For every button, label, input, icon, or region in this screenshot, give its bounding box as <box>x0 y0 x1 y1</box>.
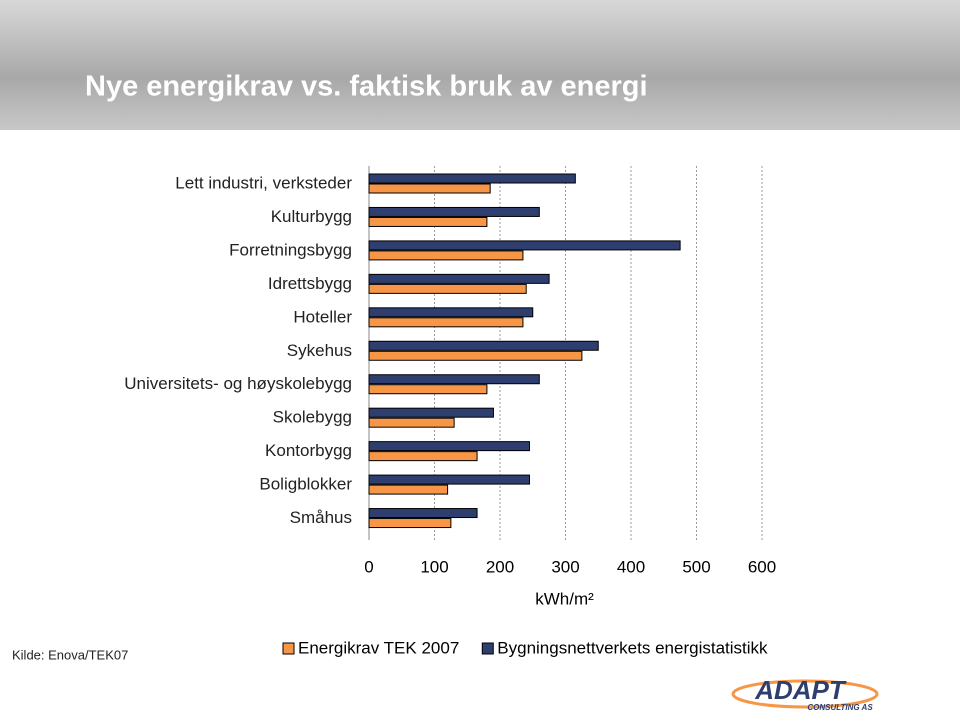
bar <box>368 173 576 184</box>
bar <box>368 374 540 385</box>
bar <box>368 183 491 194</box>
category-label: Hoteller <box>293 307 352 326</box>
category-label: Idrettsbygg <box>268 274 352 293</box>
bar <box>368 250 524 261</box>
bar <box>368 206 540 217</box>
bar <box>368 273 550 284</box>
logo-swoosh <box>731 679 879 709</box>
header-band <box>0 0 960 130</box>
logo-tagline: CONSULTING AS <box>807 703 873 712</box>
x-tick-label: 100 <box>420 557 448 576</box>
legend-label: Bygningsnettverkets energistatistikk <box>497 638 768 657</box>
bar <box>368 350 583 361</box>
x-tick-label: 200 <box>486 557 514 576</box>
chart-title: Nye energikrav vs. faktisk bruk av energ… <box>85 71 648 103</box>
x-tick-label: 500 <box>682 557 710 576</box>
legend-swatch <box>282 642 295 655</box>
bar <box>368 441 530 452</box>
bar <box>368 417 455 428</box>
category-label: Lett industri, verksteder <box>175 173 352 192</box>
bar <box>368 317 524 328</box>
category-label: Boligblokker <box>259 475 352 494</box>
bar <box>368 518 452 529</box>
x-tick-label: 300 <box>551 557 579 576</box>
bar <box>368 474 530 485</box>
category-label: Skolebygg <box>273 408 352 427</box>
legend-swatch <box>481 642 494 655</box>
legend-label: Energikrav TEK 2007 <box>298 638 459 657</box>
bar <box>368 484 449 495</box>
bar <box>368 216 488 227</box>
bar <box>368 508 478 519</box>
source: Kilde: Enova/TEK07 <box>12 647 128 662</box>
category-label: Sykehus <box>287 341 352 360</box>
bar <box>368 283 527 294</box>
logo: ADAPT CONSULTING AS <box>731 675 879 712</box>
category-label: Kulturbygg <box>271 207 352 226</box>
category-label: Forretningsbygg <box>229 240 352 259</box>
x-tick-label: 400 <box>617 557 645 576</box>
category-label: Småhus <box>290 508 352 527</box>
logo-name: ADAPT <box>754 675 847 705</box>
category-label: Universitets- og høyskolebygg <box>124 374 352 393</box>
bar <box>368 384 488 395</box>
bar <box>368 240 681 251</box>
bar <box>368 307 534 318</box>
bar <box>368 340 599 351</box>
x-axis-label: kWh/m² <box>535 589 594 608</box>
bar <box>368 407 494 418</box>
x-tick-label: 0 <box>364 557 373 576</box>
x-tick-label: 600 <box>748 557 776 576</box>
category-label: Kontorbygg <box>265 441 352 460</box>
bar <box>368 451 478 462</box>
